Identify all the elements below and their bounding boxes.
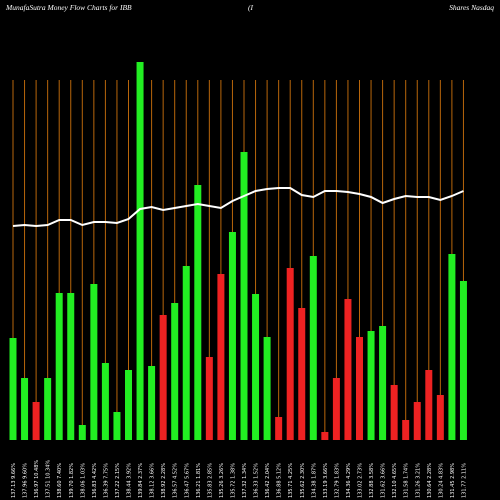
x-tick-label: 136.83 4.42% [92, 463, 98, 498]
x-tick-label: 135.83 2.85% [207, 463, 213, 498]
bar [332, 378, 340, 440]
x-tick-label: 131.77 2.11% [461, 463, 467, 498]
x-tick-label: 131.58 1.74% [404, 463, 410, 498]
bar [113, 412, 121, 440]
x-tick-label: 133.02 2.73% [358, 463, 364, 498]
chart-title: MunafaSutra Money Flow Charts for IBB [5, 3, 132, 12]
bar [459, 281, 467, 440]
bar [21, 378, 29, 440]
bar [309, 256, 317, 440]
x-tick-label: 139.70 1.82% [69, 463, 75, 498]
x-tick-label: 130.24 4.83% [438, 463, 444, 498]
bar [436, 395, 444, 440]
bar [205, 357, 213, 440]
x-tick-label: 131.45 2.98% [450, 463, 456, 498]
bar [379, 326, 387, 440]
x-tick-label: 135.62 2.30% [300, 463, 306, 498]
x-tick-label: 137.13 9.66% [11, 463, 17, 498]
bar [413, 402, 421, 440]
bar [32, 402, 40, 440]
bar [159, 315, 167, 440]
x-tick-label: 135.71 4.25% [288, 463, 294, 498]
bar [148, 366, 156, 440]
bar [252, 294, 260, 440]
x-tick-label: 132.79 1.83% [334, 463, 340, 498]
bar [78, 425, 86, 440]
bar [194, 185, 202, 440]
chart-subtitle: Shares Nasdaq [449, 3, 494, 12]
x-tick-label: 136.21 1.81% [196, 463, 202, 498]
bar [44, 378, 52, 440]
x-tick-label: 138.60 7.40% [57, 463, 63, 498]
bar [171, 303, 179, 440]
chart-subtitle: (I [248, 3, 253, 12]
x-tick-label: 136.57 4.52% [173, 463, 179, 498]
x-tick-label: 130.64 2.28% [427, 463, 433, 498]
x-tick-label: 136.97 10.48% [34, 460, 40, 498]
bar [55, 293, 63, 440]
x-tick-label: 134.36 4.29% [346, 463, 352, 498]
bar [240, 152, 248, 440]
x-tick-label: 132.10 4.65% [392, 463, 398, 498]
x-tick-label: 137.22 2.15% [115, 463, 121, 498]
x-tick-label: 133.19 3.66% [323, 463, 329, 498]
x-tick-label: 135.26 3.26% [219, 463, 225, 498]
bar [286, 268, 294, 440]
x-tick-label: 134.38 1.87% [311, 463, 317, 498]
bar [356, 337, 363, 440]
bar [136, 62, 144, 440]
x-tick-label: 138.92 2.28% [161, 463, 167, 498]
x-tick-label: 132.88 3.58% [369, 463, 375, 498]
bar [217, 274, 225, 440]
x-tick-label: 131.62 3.66% [381, 463, 387, 498]
x-tick-label: 139.84 2.37% [138, 463, 144, 498]
x-tick-label: 137.96 9.60% [23, 463, 29, 498]
bar [390, 385, 398, 440]
bar [9, 338, 17, 440]
bar [448, 254, 456, 440]
bar [275, 417, 283, 440]
x-tick-label: 136.88 5.12% [277, 463, 283, 498]
bar [298, 308, 306, 440]
bar [67, 293, 75, 440]
x-tick-label: 131.26 3.21% [415, 463, 421, 498]
bar [101, 363, 109, 440]
bar [425, 370, 433, 440]
bar [90, 284, 98, 440]
bar [402, 420, 410, 440]
x-tick-label: 137.32 1.34% [242, 463, 248, 498]
x-tick-label: 138.12 3.66% [150, 463, 156, 498]
bar [125, 370, 132, 440]
x-tick-label: 138.44 3.92% [127, 463, 133, 498]
bar [263, 337, 271, 440]
price-line [12, 187, 464, 228]
bar [321, 432, 329, 440]
x-tick-label: 136.39 7.75% [103, 463, 109, 498]
bar [182, 266, 190, 440]
x-tick-label: 136.42 2.04% [265, 463, 271, 498]
bar [344, 299, 352, 440]
bar [367, 331, 375, 440]
x-tick-label: 137.51 10.34% [46, 460, 52, 498]
x-tick-label: 135.72 1.38% [230, 463, 236, 498]
x-tick-label: 136.33 1.52% [254, 463, 260, 498]
x-tick-label: 138.06 1.03% [80, 463, 86, 498]
x-tick-label: 136.47 5.67% [184, 463, 190, 498]
bar [228, 232, 236, 440]
